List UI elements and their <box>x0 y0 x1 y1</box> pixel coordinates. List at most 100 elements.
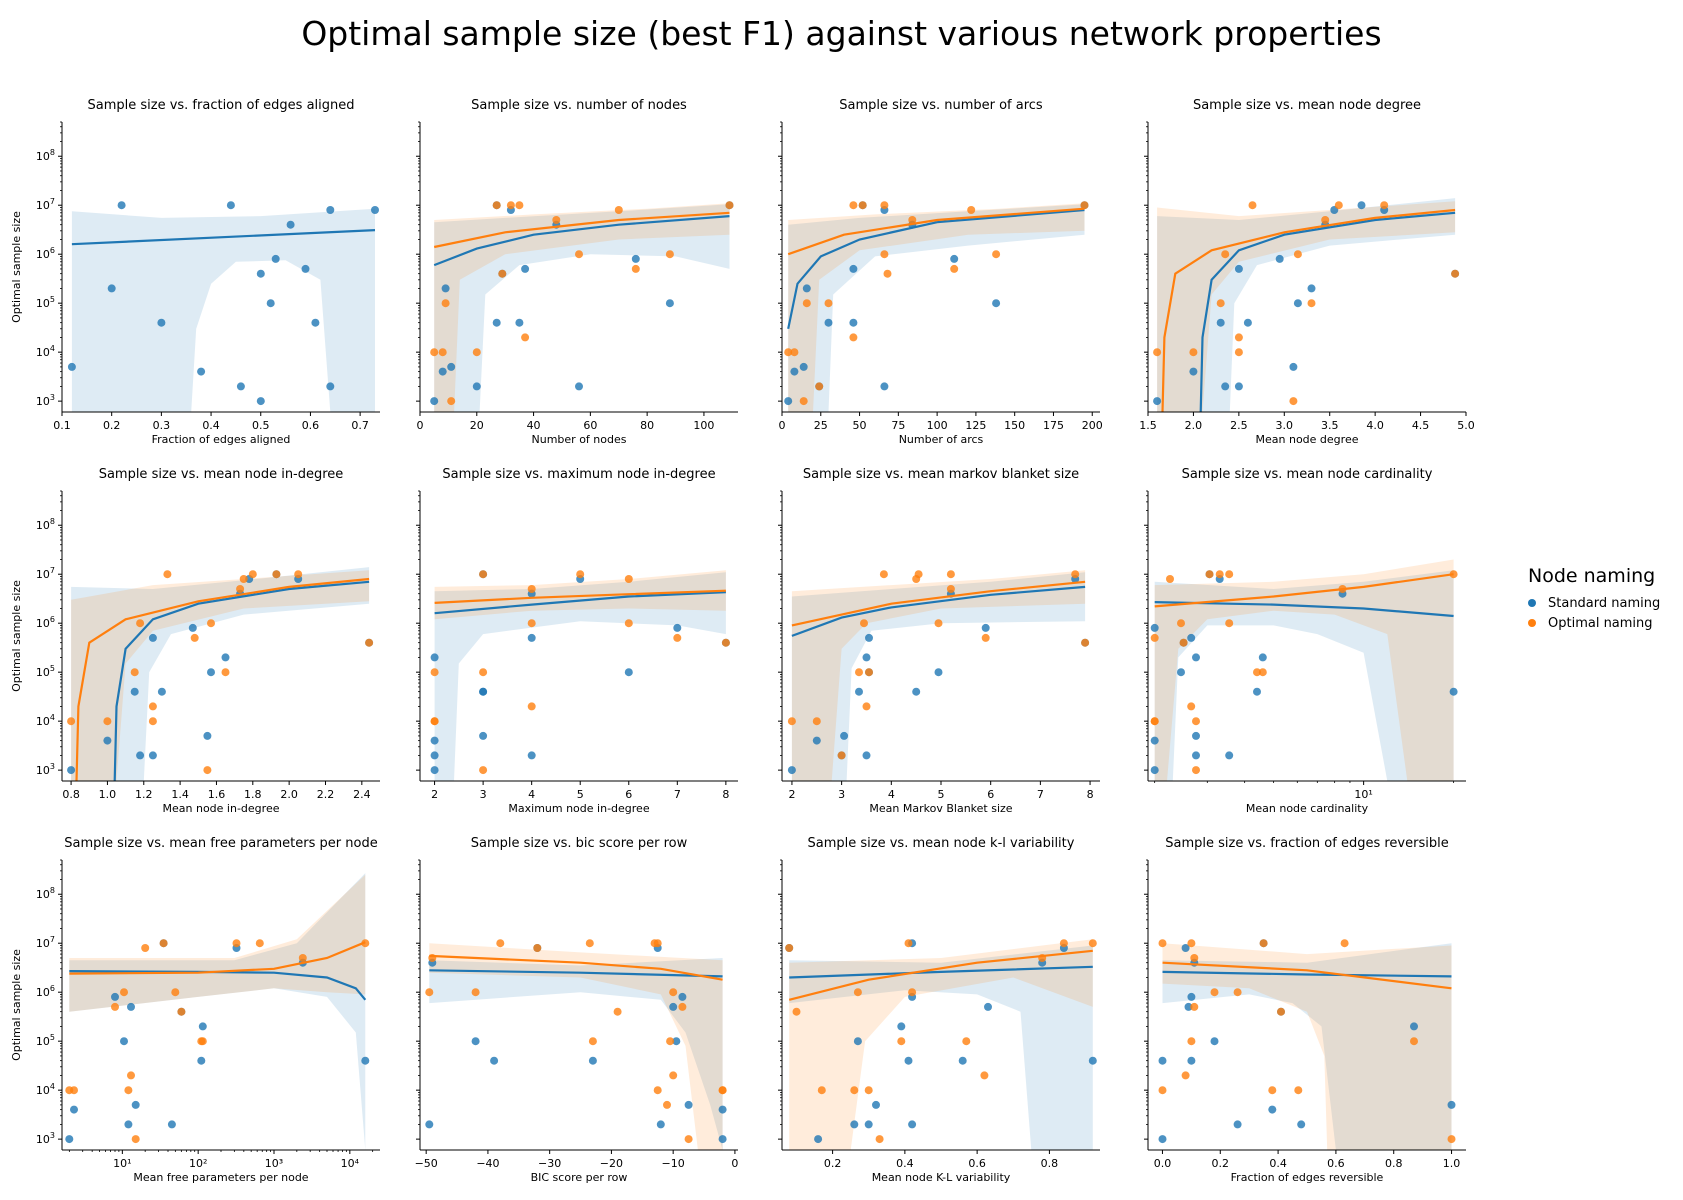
data-point-standard <box>266 299 275 308</box>
data-point-optimal <box>1059 939 1068 948</box>
fit-line-optimal <box>787 207 1085 256</box>
data-point-optimal <box>103 717 112 726</box>
fit-line-standard <box>71 229 376 246</box>
y-tick-label: 106 <box>36 615 55 630</box>
data-point-standard <box>361 1056 370 1065</box>
y-tick-exponent: 6 <box>50 984 55 993</box>
y-tick-exponent: 7 <box>50 935 55 944</box>
fit-line-standard <box>1199 211 1456 412</box>
x-tick-label: 75 <box>891 419 905 432</box>
x-axis-label: Number of nodes <box>532 433 627 446</box>
data-point-standard <box>1410 1022 1418 1031</box>
data-point-optimal <box>127 1071 135 1080</box>
data-point-optimal <box>1190 954 1199 962</box>
data-point-standard <box>814 1135 823 1144</box>
data-point-optimal <box>576 570 585 579</box>
data-point-optimal <box>1187 702 1196 711</box>
subplot-1: 103 104 105 106 107 108 0.1 0.2 0.3 0.4 0.5 0.6 0.7 S… <box>10 98 380 446</box>
data-point-standard <box>1187 633 1196 642</box>
data-point-standard <box>107 284 116 293</box>
data-point-standard <box>198 1022 207 1031</box>
x-tick-label: 0 <box>731 1157 738 1170</box>
data-point-standard <box>1192 751 1200 760</box>
y-axis-label: Optimal sample size <box>10 211 23 323</box>
data-point-standard <box>853 1037 862 1046</box>
x-tick-label: 0 <box>417 419 424 432</box>
subplot-5: 103 104 105 106 107 108 0.8 1.0 1.2 1.4 1.6 1.8 2.0 2… <box>10 467 380 815</box>
x-tick-label: 10² <box>189 1157 207 1170</box>
x-tick-label: 0.1 <box>53 419 71 432</box>
ci-band-optimal <box>1162 943 1452 1150</box>
data-point-standard <box>124 1120 133 1129</box>
x-tick-label: 0.8 <box>1385 1157 1403 1170</box>
data-point-optimal <box>575 250 583 259</box>
data-point-standard <box>904 1056 913 1065</box>
data-point-optimal <box>981 633 990 642</box>
x-tick-label: 2.0 <box>1185 419 1203 432</box>
plot-area <box>65 873 370 1150</box>
data-point-optimal <box>824 299 833 308</box>
data-point-optimal <box>552 216 561 224</box>
ci-band-optimal <box>434 203 730 412</box>
x-tick-label: 100 <box>693 419 714 432</box>
data-point-standard <box>1258 653 1267 662</box>
x-tick-label: 8 <box>722 788 729 801</box>
data-point-optimal <box>130 668 139 677</box>
x-axis-label: Mean node in-degree <box>163 802 280 815</box>
data-point-standard <box>67 766 76 775</box>
data-point-standard <box>67 362 76 371</box>
data-point-optimal <box>666 1037 675 1046</box>
data-point-optimal <box>1190 1002 1199 1011</box>
data-point-standard <box>148 633 157 642</box>
x-axis-label: Mean node K-L variability <box>872 1171 1011 1184</box>
data-point-optimal <box>198 1037 207 1046</box>
data-point-optimal <box>663 1100 671 1109</box>
y-tick-label: 108 <box>36 886 55 901</box>
data-point-optimal <box>1150 717 1159 726</box>
y-tick-label: 104 <box>36 344 55 359</box>
data-point-standard <box>148 751 157 760</box>
data-point-standard <box>136 751 145 760</box>
x-tick-label: −50 <box>415 1157 438 1170</box>
data-point-optimal <box>447 397 456 406</box>
data-point-optimal <box>1451 269 1460 278</box>
data-point-standard <box>311 318 320 327</box>
x-tick-label: 80 <box>640 419 654 432</box>
data-point-optimal <box>1410 1037 1418 1046</box>
data-point-optimal <box>792 1007 801 1016</box>
fit-line-optimal <box>1162 961 1452 990</box>
data-point-optimal <box>787 717 796 726</box>
data-point-optimal <box>177 1007 186 1016</box>
data-point-optimal <box>837 751 846 760</box>
data-point-optimal <box>425 988 434 997</box>
data-point-standard <box>958 1056 967 1065</box>
data-point-optimal <box>430 348 439 357</box>
data-point-optimal <box>624 575 633 583</box>
data-point-standard <box>1181 944 1190 952</box>
data-point-optimal <box>862 702 871 711</box>
ci-band-optimal <box>789 939 1093 1150</box>
y-tick-exponent: 8 <box>50 517 55 526</box>
data-point-standard <box>472 382 481 391</box>
x-axis-label: Fraction of edges reversible <box>1231 1171 1384 1184</box>
data-point-optimal <box>855 668 863 677</box>
data-point-optimal <box>1210 988 1219 997</box>
data-point-standard <box>872 1100 880 1109</box>
subplot-3: 0 25 50 75 100 125 150 175 200 Sample size vs. nu… <box>778 98 1103 446</box>
legend-marker-standard <box>1528 599 1536 607</box>
y-axis-label: Optimal sample size <box>10 580 23 692</box>
subplot-title: Sample size vs. mean node in-degree <box>99 467 344 482</box>
data-point-optimal <box>1321 216 1330 224</box>
data-point-optimal <box>248 570 257 579</box>
data-point-standard <box>441 284 450 293</box>
data-point-standard <box>157 687 166 696</box>
fit-line-optimal <box>1154 573 1454 608</box>
fit-line-optimal <box>433 211 730 249</box>
x-tick-label: 100 <box>927 419 948 432</box>
subplot-title: Sample size vs. fraction of edges revers… <box>1165 836 1448 851</box>
data-point-optimal <box>479 668 488 677</box>
data-point-standard <box>787 766 796 775</box>
y-tick-exponent: 3 <box>50 762 55 771</box>
data-point-standard <box>824 318 833 327</box>
x-tick-label: 4.5 <box>1412 419 1430 432</box>
